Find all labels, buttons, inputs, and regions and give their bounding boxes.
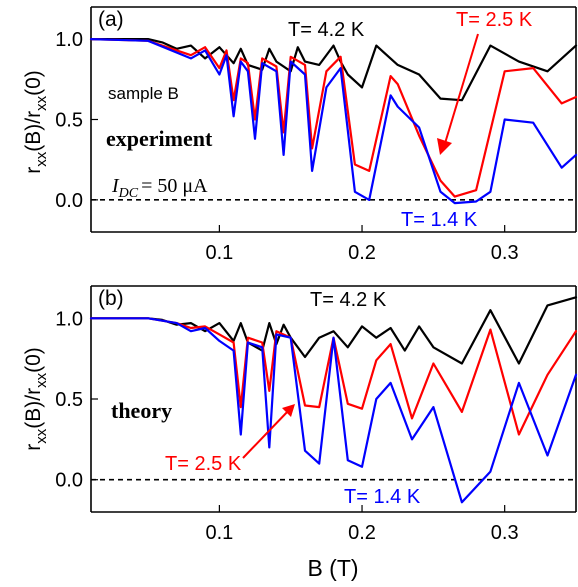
panel-a-xtick-label: 0.2	[348, 242, 376, 264]
panel-a-y-axis-label: rxx(B)/rxx(0)	[22, 70, 50, 174]
panel-b-series-2-line	[89, 317, 578, 504]
panel-a-xtick-label: 0.3	[491, 242, 519, 264]
panel-b-xtick-label: 0.1	[205, 522, 233, 544]
panel-a-series	[89, 37, 578, 205]
panel-a-arrow-head	[437, 138, 452, 155]
panel-b-ticks: 0.1 0.2 0.3 0.0 0.5 1.0	[55, 308, 518, 544]
panel-a-series-1-line	[89, 37, 578, 198]
panel-a-label-t25: T= 2.5 K	[456, 9, 533, 31]
panel-a-tag: (a)	[98, 8, 124, 31]
panel-b-label-t25: T= 2.5 K	[165, 453, 242, 475]
panel-b-y-axis-label: rxx(B)/rxx(0)	[22, 347, 50, 451]
panel-b-arrow-head	[282, 404, 295, 417]
panel-a-ytick-label: 0.0	[55, 190, 83, 212]
panel-b-ytick-label: 0.5	[55, 389, 83, 411]
panel-a-series-0-line	[89, 37, 578, 102]
panel-b-xtick-label: 0.3	[491, 522, 519, 544]
panel-a-arrow-line	[442, 33, 479, 151]
panel-b-arrow-line	[242, 408, 291, 459]
panel-b-mode-label: theory	[111, 398, 172, 423]
panel-a-label-t42: T= 4.2 K	[288, 19, 365, 41]
panel-b-ytick-label: 1.0	[55, 308, 83, 330]
panel-a-label-t14: T= 1.4 K	[401, 209, 478, 231]
panel-b-label-t42: T= 4.2 K	[310, 289, 387, 311]
panel-a-ytick-label: 1.0	[55, 29, 83, 51]
panel-a-xtick-label: 0.1	[205, 242, 233, 264]
panel-a-mode-label: experiment	[106, 126, 213, 151]
panel-b-ytick-label: 0.0	[55, 470, 83, 492]
panel-b-series-0-line	[89, 296, 578, 365]
panel-b-series-1-line	[89, 317, 578, 436]
panel-a-sample-label: sample B	[108, 84, 179, 103]
x-axis-label: B (T)	[307, 555, 358, 581]
panel-a-series-2-line	[89, 37, 578, 205]
panel-b-xtick-label: 0.2	[348, 522, 376, 544]
panel-b-tag: (b)	[98, 287, 124, 310]
panel-b-label-t14: T= 1.4 K	[344, 486, 421, 508]
panel-a-idc-label: IDC = 50 μA	[111, 175, 208, 201]
panel-b-series	[89, 296, 578, 504]
panel-a: 0.1 0.2 0.3 0.0 0.5 1.0 rxx(B)/rxx(0) (a) T= …	[22, 6, 578, 264]
panel-b: 0.1 0.2 0.3 0.0 0.5 1.0 rxx(B)/rxx(0) (b) T= …	[22, 285, 578, 544]
panel-a-ytick-label: 0.5	[55, 110, 83, 132]
